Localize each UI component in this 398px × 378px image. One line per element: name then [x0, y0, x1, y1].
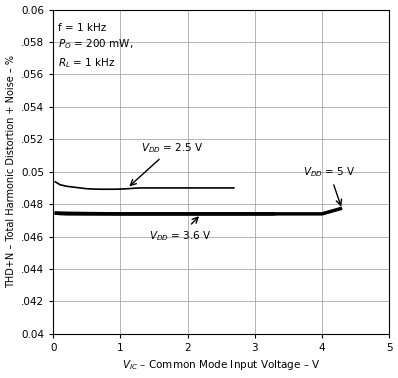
Y-axis label: THD+N – Total Harmonic Distortion + Noise – %: THD+N – Total Harmonic Distortion + Nois… [6, 55, 16, 288]
Text: $V_{DD}$ = 5 V: $V_{DD}$ = 5 V [303, 166, 356, 205]
Text: $V_{DD}$ = 3.6 V: $V_{DD}$ = 3.6 V [148, 217, 211, 243]
X-axis label: $V_{IC}$ – Common Mode Input Voltage – V: $V_{IC}$ – Common Mode Input Voltage – V [122, 358, 320, 372]
Text: f = 1 kHz
$P_O$ = 200 mW,
$R_L$ = 1 kHz: f = 1 kHz $P_O$ = 200 mW, $R_L$ = 1 kHz [58, 23, 133, 70]
Text: $V_{DD}$ = 2.5 V: $V_{DD}$ = 2.5 V [131, 141, 203, 185]
